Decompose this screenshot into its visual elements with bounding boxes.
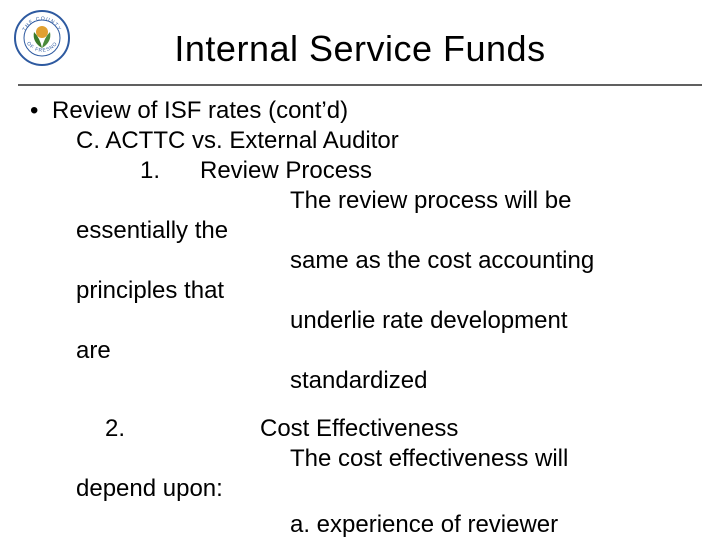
text-rp1: The review process will be (290, 186, 700, 216)
text-review-isf: Review of ISF rates (cont’d) (52, 97, 348, 124)
slide-body: •Review of ISF rates (cont’d) C. ACTTC v… (30, 96, 700, 540)
text-essentially: essentially the (76, 217, 228, 244)
text-cost-eff: Cost Effectiveness (260, 414, 700, 444)
text-review-process: Review Process (200, 157, 372, 184)
frag-are: are (30, 336, 700, 366)
text-depend: depend upon: (76, 475, 223, 502)
frag-principles: principles that (30, 276, 700, 306)
text-are: are (76, 337, 111, 364)
line-c: C. ACTTC vs. External Auditor (30, 126, 700, 156)
bullet-line-1: •Review of ISF rates (cont’d) (30, 96, 700, 126)
rp-row-4: standardized (30, 366, 700, 396)
text-principles: principles that (76, 277, 224, 304)
frag-essentially: essentially the (30, 216, 700, 246)
text-acttc: C. ACTTC vs. External Auditor (76, 127, 399, 154)
rp-row-1: The review process will be (30, 186, 700, 216)
number-1: 1. (30, 156, 200, 186)
ce-row-1: The cost effectiveness will (30, 444, 700, 474)
rp-row-2: same as the cost accounting (30, 246, 700, 276)
slide-title: Internal Service Funds (0, 28, 720, 70)
text-rp3: underlie rate development (290, 306, 700, 336)
text-rp2: same as the cost accounting (290, 246, 700, 276)
text-ce1: The cost effectiveness will (290, 444, 700, 474)
number-2: 2. (30, 414, 200, 444)
frag-depend: depend upon: (30, 474, 700, 504)
text-ce-a: a. experience of reviewer (290, 510, 700, 540)
line-num2: 2. Cost Effectiveness (30, 414, 700, 444)
bullet-dot-icon: • (30, 96, 52, 126)
ce-row-a: a. experience of reviewer (30, 510, 700, 540)
line-num1: 1.Review Process (30, 156, 700, 186)
title-divider (18, 84, 702, 86)
slide: THE COUNTY OF FRESNO Internal Service Fu… (0, 0, 720, 540)
text-rp4: standardized (290, 366, 700, 396)
rp-row-3: underlie rate development (30, 306, 700, 336)
